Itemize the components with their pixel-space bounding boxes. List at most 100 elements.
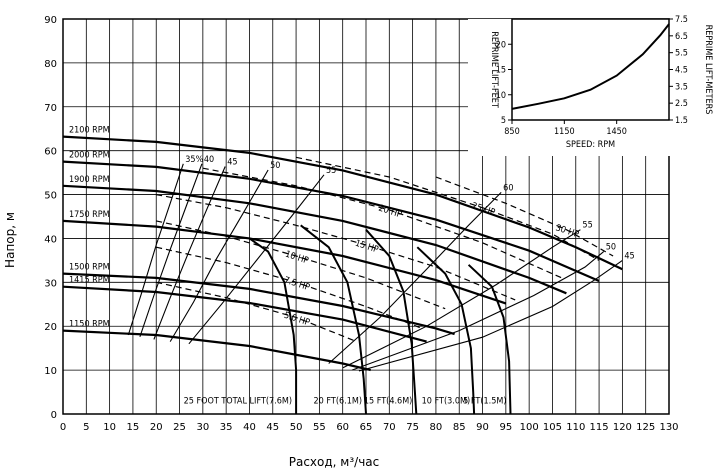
x-axis-title: Расход, м³/час: [289, 455, 380, 469]
y-tick-label: 30: [44, 278, 57, 289]
y-tick-label: 60: [44, 147, 57, 158]
inset-x-title: SPEED: RPM: [566, 140, 615, 150]
efficiency-label: 35%: [185, 155, 203, 165]
x-tick-label: 70: [383, 422, 396, 433]
lift-curve: [248, 237, 298, 414]
speed-label: 2100 RPM: [69, 126, 110, 136]
y-tick-label: 50: [44, 191, 57, 202]
efficiency-curve: [169, 169, 269, 342]
x-tick-label: 110: [566, 422, 585, 433]
speed-curve: [62, 135, 623, 271]
lift-label: 10 FT(3.0M): [422, 396, 471, 406]
inset-y-tick-label: 20: [496, 40, 506, 50]
speed-label: 1415 RPM: [69, 276, 110, 286]
efficiency-label: 45: [624, 251, 634, 261]
speed-label: 2000 RPM: [69, 151, 110, 161]
lift-curve: [416, 246, 476, 415]
power-curve: [156, 281, 357, 343]
y-tick-label: 80: [44, 59, 57, 70]
x-tick-label: 0: [60, 422, 66, 433]
inset-y-tick-label: 5: [501, 116, 506, 126]
inset-meter-tick-label: 6.5: [675, 32, 688, 42]
y-tick-label: 10: [44, 366, 57, 377]
x-tick-label: 45: [266, 422, 279, 433]
y-tick-label: 20: [44, 322, 57, 333]
lift-curve: [365, 229, 418, 415]
power-curve: [156, 194, 516, 301]
efficiency-label: 50: [270, 161, 280, 171]
efficiency-label: 60: [503, 183, 513, 193]
x-tick-label: 5: [83, 422, 89, 433]
inset-x-tick-label: 1450: [606, 127, 627, 137]
grid: [62, 18, 670, 415]
x-tick-label: 115: [590, 422, 609, 433]
inset-x-tick-label: 1150: [554, 127, 575, 137]
speed-label: 1900 RPM: [69, 175, 110, 185]
inset-meter-tick-label: 3.5: [675, 82, 688, 92]
speed-curve: [62, 219, 507, 305]
lift-label: 15 FT(4.6M): [364, 396, 413, 406]
inset-meter-tick-label: 7.5: [675, 15, 688, 25]
inset-y-title-right: REPRIME LIFT-METERS: [703, 25, 713, 115]
inset-y-title-left: REPRIME LIFT-FEET: [489, 31, 499, 108]
efficiency-curve: [328, 192, 502, 364]
speed-curve: [62, 272, 455, 336]
power-label: 10 HP: [284, 250, 310, 267]
y-tick-label: 40: [44, 234, 57, 245]
y-tick-label: 70: [44, 103, 57, 114]
inset-x-tick-label: 850: [504, 127, 519, 137]
power-curve: [202, 167, 563, 279]
x-tick-label: 100: [520, 422, 539, 433]
inset-y-tick-label: 15: [496, 66, 506, 76]
speed-label: 1750 RPM: [69, 210, 110, 220]
efficiency-curve: [188, 174, 325, 345]
x-tick-label: 130: [659, 422, 678, 433]
x-tick-label: 80: [430, 422, 443, 433]
x-tick-label: 90: [476, 422, 489, 433]
inset-meter-tick-label: 4.5: [675, 66, 688, 76]
x-tick-label: 95: [499, 422, 512, 433]
x-tick-label: 10: [103, 422, 116, 433]
lift-curve: [467, 264, 512, 415]
reprime-curve: [511, 23, 670, 110]
inset-meter-tick-label: 5.5: [675, 49, 688, 59]
x-tick-label: 40: [243, 422, 256, 433]
curves: [62, 135, 623, 415]
efficiency-curve: [153, 166, 226, 340]
speed-curve: [62, 160, 600, 283]
axes: 0 5 10 15 20 25 30 35 40 45 50 55 60 65 70 75 80 85 90 95 10…: [44, 15, 678, 433]
lift-label: 20 FT(6.1M): [314, 396, 363, 406]
x-tick-label: 60: [336, 422, 349, 433]
efficiency-curve: [351, 251, 605, 371]
lift-label: 5 FT(1.5M): [463, 396, 506, 406]
efficiency-curve: [127, 163, 184, 336]
x-tick-label: 15: [127, 422, 140, 433]
x-tick-label: 65: [360, 422, 373, 433]
lift-label: 25 FOOT TOTAL LIFT(7.6M): [184, 396, 292, 406]
x-tick-label: 20: [150, 422, 163, 433]
efficiency-curve: [358, 259, 623, 372]
efficiency-label: 50: [606, 243, 616, 253]
x-tick-label: 25: [173, 422, 186, 433]
efficiency-label: 55: [326, 166, 336, 176]
power-label: 25 HP: [470, 201, 496, 218]
y-axis-title: Напор, м: [3, 212, 17, 268]
efficiency-curve: [342, 229, 581, 369]
inset-chart: 850 1150 1450 5 10 15 20 1.5 2.5 3.5 4.5 5.5 6.5 7.5 S…: [468, 15, 720, 156]
efficiency-label: 55: [582, 221, 592, 231]
inset-y-tick-label: 10: [496, 91, 506, 101]
x-tick-label: 105: [543, 422, 562, 433]
efficiency-label: 40: [204, 155, 214, 165]
inset-meter-tick-label: 1.5: [675, 116, 688, 126]
speed-label: 1150 RPM: [69, 320, 110, 330]
x-tick-label: 55: [313, 422, 326, 433]
power-curve: [435, 176, 614, 257]
efficiency-label: 45: [227, 157, 237, 167]
power-curve: [156, 246, 423, 329]
efficiency-curve: [139, 163, 203, 337]
power-label: 20 HP: [377, 204, 403, 221]
speed-label: 1500 RPM: [69, 263, 110, 273]
speed-curve: [62, 285, 427, 343]
y-tick-label: 0: [51, 410, 57, 421]
lift-curve: [300, 224, 367, 415]
